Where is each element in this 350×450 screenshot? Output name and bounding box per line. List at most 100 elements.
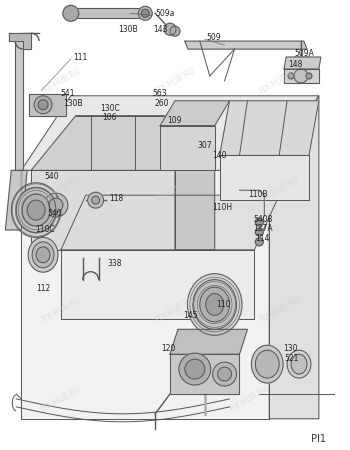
Text: 109: 109 [167, 116, 182, 125]
Polygon shape [220, 155, 309, 200]
Text: FIX-HUB.RU: FIX-HUB.RU [258, 176, 300, 205]
Text: 540: 540 [47, 208, 62, 217]
Text: 110C: 110C [35, 225, 55, 234]
Text: FIX-HUB.RU: FIX-HUB.RU [228, 384, 271, 414]
Circle shape [88, 192, 104, 208]
Ellipse shape [22, 194, 50, 226]
Polygon shape [160, 101, 230, 126]
Text: 338: 338 [107, 259, 122, 268]
Polygon shape [160, 126, 215, 171]
Circle shape [179, 353, 211, 385]
Circle shape [63, 5, 79, 21]
Ellipse shape [16, 188, 56, 233]
Ellipse shape [32, 242, 54, 268]
Polygon shape [61, 250, 254, 320]
Circle shape [306, 73, 312, 79]
Polygon shape [15, 41, 23, 171]
Circle shape [138, 6, 152, 20]
Text: 114: 114 [256, 234, 270, 243]
Circle shape [164, 23, 176, 35]
Polygon shape [284, 69, 319, 83]
Text: 111: 111 [73, 53, 87, 62]
Text: 118: 118 [110, 194, 124, 202]
Text: 5408: 5408 [253, 215, 273, 224]
Text: 260: 260 [154, 99, 169, 108]
Circle shape [185, 359, 205, 379]
Text: 110H: 110H [212, 202, 232, 211]
Circle shape [44, 193, 68, 217]
Text: FIX-HUB.RU: FIX-HUB.RU [258, 66, 300, 96]
Text: 143: 143 [153, 25, 168, 34]
Text: 140: 140 [213, 151, 227, 160]
Circle shape [141, 9, 149, 17]
Text: FIX-HUB.RU: FIX-HUB.RU [40, 384, 82, 414]
Text: PI1: PI1 [312, 434, 326, 444]
Polygon shape [29, 94, 66, 116]
Polygon shape [31, 116, 215, 171]
Text: 521: 521 [284, 354, 299, 363]
Circle shape [170, 26, 180, 36]
Text: FIX-HUB.RU: FIX-HUB.RU [40, 295, 82, 324]
Polygon shape [71, 9, 145, 18]
Text: 110B: 110B [248, 190, 268, 199]
Polygon shape [185, 41, 307, 49]
Polygon shape [31, 171, 175, 250]
Circle shape [288, 73, 294, 79]
Circle shape [256, 228, 263, 236]
Text: 148: 148 [288, 60, 302, 69]
Ellipse shape [256, 350, 279, 378]
Ellipse shape [251, 345, 283, 383]
Text: 145: 145 [183, 311, 197, 320]
Text: FIX-HUB.RU: FIX-HUB.RU [154, 295, 196, 324]
Polygon shape [61, 195, 279, 250]
Circle shape [294, 69, 308, 83]
Polygon shape [284, 57, 321, 69]
Polygon shape [175, 116, 215, 250]
Ellipse shape [206, 293, 224, 315]
Text: 307: 307 [198, 141, 212, 150]
Text: FIX-HUB.RU: FIX-HUB.RU [154, 66, 196, 96]
Polygon shape [170, 354, 239, 394]
Text: 509a: 509a [155, 9, 175, 18]
Polygon shape [21, 96, 319, 171]
Polygon shape [21, 171, 269, 419]
Text: 127A: 127A [253, 225, 273, 234]
Circle shape [218, 367, 232, 381]
Ellipse shape [287, 350, 311, 378]
Ellipse shape [291, 354, 307, 374]
Circle shape [34, 96, 52, 114]
Text: FIX-HUB.RU: FIX-HUB.RU [40, 176, 82, 205]
Text: FIX-HUB.RU: FIX-HUB.RU [154, 176, 196, 205]
Circle shape [49, 198, 63, 212]
Circle shape [256, 238, 263, 246]
Text: 112: 112 [36, 284, 50, 293]
Ellipse shape [27, 200, 45, 220]
Text: 130C: 130C [100, 104, 120, 113]
Text: 106: 106 [103, 113, 117, 122]
Text: 540: 540 [44, 172, 59, 181]
Text: 509A: 509A [294, 49, 314, 58]
Text: FIX-HUB.RU: FIX-HUB.RU [40, 66, 82, 96]
Polygon shape [220, 101, 319, 155]
Text: 110: 110 [217, 300, 231, 309]
Ellipse shape [200, 287, 230, 322]
Circle shape [256, 218, 263, 226]
Polygon shape [5, 171, 27, 230]
Ellipse shape [28, 238, 58, 272]
Text: 120: 120 [161, 344, 175, 353]
Text: 130B: 130B [118, 25, 138, 34]
Circle shape [213, 362, 237, 386]
Text: FIX-HUB.RU: FIX-HUB.RU [258, 295, 300, 324]
Polygon shape [9, 33, 31, 49]
Circle shape [92, 196, 100, 204]
Circle shape [38, 100, 48, 110]
Text: 509: 509 [207, 33, 221, 42]
Polygon shape [170, 329, 247, 354]
Text: 130: 130 [283, 344, 298, 353]
Text: 130B: 130B [63, 99, 83, 108]
Ellipse shape [11, 183, 61, 238]
Text: 541: 541 [60, 89, 75, 98]
Ellipse shape [193, 279, 237, 329]
Text: 563: 563 [152, 89, 167, 98]
Ellipse shape [187, 274, 242, 335]
